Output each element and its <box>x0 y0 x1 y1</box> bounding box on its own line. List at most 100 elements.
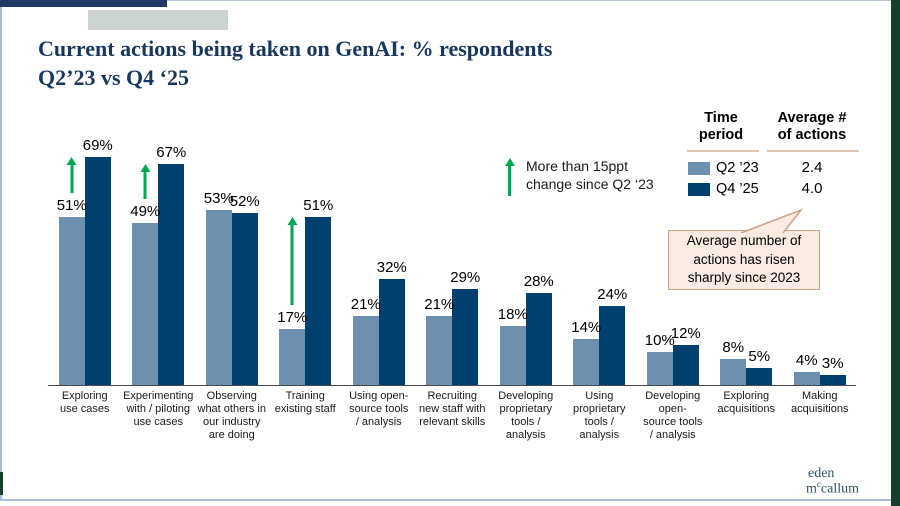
legend-header-line: period <box>698 127 744 143</box>
bar-value-label-q2-23: 10% <box>644 332 675 349</box>
legend-label-q2-23: Q2 ’23 <box>716 160 759 176</box>
callout-box: Average number of actions has risen shar… <box>668 230 820 290</box>
bar-q4-25 <box>672 345 699 385</box>
left-border-line <box>0 0 2 501</box>
bottom-left-green-mark <box>0 472 3 495</box>
page-title: Current actions being taken on GenAI: % … <box>38 34 678 92</box>
bar-q4-25 <box>231 213 258 385</box>
x-axis-line <box>48 385 856 386</box>
bar-q4-25 <box>525 293 552 385</box>
annotation-line-1: More than 15ppt <box>526 158 628 174</box>
bar-value-label-q2-23: 49% <box>130 203 161 220</box>
x-axis-label: Using open-source tools / analysis <box>349 390 409 428</box>
bar-q4-25 <box>305 217 332 385</box>
bar-q4-25 <box>158 164 185 385</box>
top-border-line <box>0 0 891 1</box>
legend-header-line: Time <box>704 110 738 126</box>
bottom-border-line <box>0 499 891 501</box>
bar-group: 14% 24% Using proprietary tools / analysis <box>563 85 637 441</box>
bar-value-label-q4-25: 5% <box>748 348 771 365</box>
legend-label-q4-25: Q4 ’25 <box>716 181 759 197</box>
bar-q2-23 <box>352 316 379 385</box>
x-axis-label: Experimenting with / piloting use cases <box>123 390 194 428</box>
legend-row-q4-25: Q4 ’25 <box>688 181 759 197</box>
legend-underline-1 <box>687 150 759 152</box>
bar-value-label-q2-23: 18% <box>497 306 528 323</box>
bar-value-label-q4-25: 29% <box>450 269 481 286</box>
bar-q2-23 <box>793 372 820 385</box>
x-axis-label: Exploring use cases <box>59 390 110 415</box>
x-axis-label: Developing open-source tools / analysis <box>643 390 703 441</box>
bar-q4-25 <box>84 157 111 385</box>
title-line-1: Current actions being taken on GenAI: % … <box>38 36 553 61</box>
bar-value-label-q2-23: 8% <box>722 339 745 356</box>
bar-value-label-q4-25: 67% <box>156 144 187 161</box>
x-axis-label: Developing proprietary tools / analysis <box>498 390 554 441</box>
top-navy-bar <box>0 0 167 7</box>
legend-header-line: of actions <box>777 127 847 143</box>
bar-value-label-q4-25: 51% <box>303 197 334 214</box>
bar-q2-23 <box>499 326 526 385</box>
bar-q4-25 <box>819 375 846 385</box>
right-green-strip <box>891 0 900 506</box>
logo-line-2: mccallum <box>806 479 859 497</box>
bar-q2-23 <box>573 339 600 385</box>
x-axis-label: Using proprietary tools / analysis <box>572 390 626 441</box>
bar-value-label-q4-25: 28% <box>523 273 554 290</box>
callout-line-3: sharply since 2023 <box>687 270 801 285</box>
legend-header-time-period: Time period <box>683 110 759 144</box>
bar-group: 8% 5% Exploring acquisitions <box>710 85 784 415</box>
bar-value-label-q4-25: 3% <box>821 355 844 372</box>
x-axis-label: Recruiting new staff with relevant skills <box>419 390 486 428</box>
bar-group: 49% 67% Experimenting with / piloting use ca… <box>122 85 196 428</box>
increase-arrow-icon <box>140 164 151 199</box>
annotation-line-2: change since Q2 ‘23 <box>526 176 654 192</box>
callout-line-2: actions has risen <box>693 251 795 267</box>
callout-pointer <box>740 208 804 233</box>
bar-value-label-q2-23: 14% <box>571 319 602 336</box>
bar-q2-23 <box>426 316 453 385</box>
bar-value-label-q2-23: 17% <box>277 309 308 326</box>
bar-group: 21% 29% Recruiting new staff with relevant s… <box>416 85 490 428</box>
bar-group: 10% 12% Developing open-source tools / analy… <box>636 85 710 441</box>
average-actions-q4-25: 4.0 <box>801 180 823 197</box>
bar-value-label-q4-25: 69% <box>82 137 113 154</box>
bar-q2-23 <box>646 352 673 385</box>
bar-value-label-q2-23: 21% <box>350 296 381 313</box>
legend-underline-2 <box>767 150 859 152</box>
x-axis-label: Exploring acquisitions <box>717 390 775 415</box>
legend-header-line: Average # <box>777 110 847 126</box>
gray-accent-rect <box>88 10 228 30</box>
bar-q2-23 <box>279 329 306 385</box>
annotation-text: More than 15ppt change since Q2 ‘23 <box>526 157 654 196</box>
bar-q2-23 <box>205 210 232 385</box>
bar-group: 17% 51% Training existing staff <box>269 85 343 415</box>
bar-value-label-q2-23: 21% <box>424 296 455 313</box>
bar-group: 18% 28% Developing proprietary tools / analys… <box>489 85 563 441</box>
increase-arrow-icon <box>287 217 298 305</box>
bar-value-label-q2-23: 51% <box>56 197 87 214</box>
bar-q2-23 <box>132 223 159 385</box>
bar-q2-23 <box>720 359 747 385</box>
legend-swatch-q4-25 <box>688 182 710 196</box>
bar-q4-25 <box>599 306 626 385</box>
callout-line-1: Average number of <box>686 233 802 248</box>
bar-value-label-q4-25: 52% <box>229 193 260 210</box>
eden-mccallum-logo: eden mccallum <box>806 466 859 497</box>
bar-value-label-q4-25: 24% <box>597 286 628 303</box>
green-up-arrow-icon <box>504 158 515 196</box>
bar-value-label-q4-25: 32% <box>376 259 407 276</box>
x-axis-label: Making acquisitions <box>791 390 849 415</box>
bar-q2-23 <box>58 217 85 385</box>
bar-group: 21% 32% Using open-source tools / analysis <box>342 85 416 428</box>
average-actions-q2-23: 2.4 <box>801 159 823 176</box>
legend-row-q2-23: Q2 ’23 <box>688 160 759 176</box>
title-line-2: Q2’23 vs Q4 ‘25 <box>38 65 189 90</box>
bar-value-label-q2-23: 4% <box>795 352 818 369</box>
logo-line-1: eden <box>808 466 835 481</box>
change-annotation: More than 15ppt change since Q2 ‘23 <box>504 157 654 196</box>
legend-swatch-q2-23 <box>688 161 710 175</box>
bar-value-label-q4-25: 12% <box>670 325 701 342</box>
